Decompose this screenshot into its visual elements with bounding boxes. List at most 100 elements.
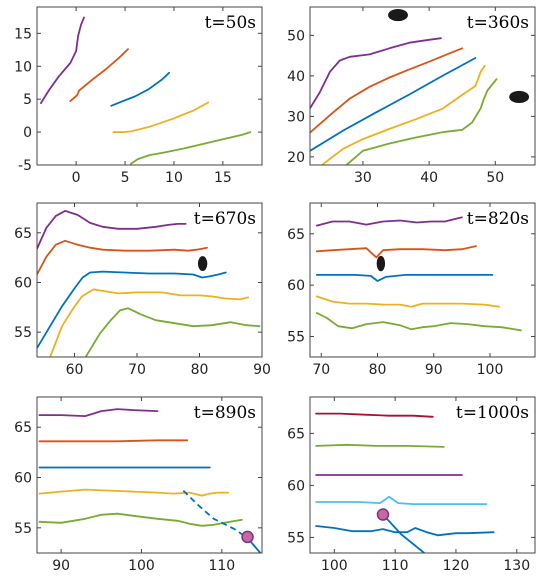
y-tick-label: 65 — [14, 226, 32, 242]
x-tick-label: 60 — [66, 362, 84, 378]
y-tick-label: -5 — [18, 158, 32, 174]
series-line-purple — [315, 216, 463, 227]
y-tick-label: 65 — [287, 426, 305, 442]
x-tick-label: 50 — [486, 170, 504, 186]
series-line-blue — [110, 71, 171, 107]
time-label: t=670s — [194, 209, 256, 229]
y-tick-label: 55 — [14, 521, 32, 537]
y-tick-label: 60 — [14, 275, 32, 291]
x-tick-label: 110 — [208, 558, 235, 574]
axis-frame — [309, 396, 536, 554]
y-tick-label: 5 — [23, 92, 32, 108]
y-tick-label: 40 — [287, 69, 305, 85]
plot-area — [37, 209, 261, 357]
series-line-yellow — [112, 101, 210, 134]
series-line-orange — [38, 439, 189, 443]
series-line-purple — [40, 16, 85, 104]
series-line-orange — [315, 245, 477, 259]
series-line-green — [345, 78, 498, 165]
y-tick-label: 50 — [287, 28, 305, 44]
x-tick-label: 40 — [420, 170, 438, 186]
series-line-blue — [315, 525, 495, 537]
series-line-green — [315, 443, 445, 448]
series-line-blue — [315, 273, 494, 282]
series-line-orange — [37, 239, 208, 276]
x-tick-label: 5 — [121, 170, 130, 186]
series-line-purple — [38, 408, 159, 418]
x-tick-label: 80 — [191, 362, 209, 378]
series-line-orange — [310, 47, 464, 134]
series-line-yellow — [315, 295, 500, 308]
axis-frame — [309, 202, 536, 358]
vehicle-marker-1 — [241, 530, 254, 544]
x-tick-label: 0 — [72, 170, 81, 186]
axis-frame — [36, 6, 263, 166]
y-tick-label: 55 — [14, 325, 32, 341]
series-line-blue — [310, 57, 477, 152]
x-tick-label: 30 — [354, 170, 372, 186]
y-tick-label: 20 — [287, 150, 305, 166]
plot-area — [310, 9, 530, 165]
time-label: t=890s — [194, 403, 256, 423]
x-tick-label: 120 — [443, 558, 470, 574]
series-line-green — [84, 307, 261, 357]
y-tick-label: 55 — [287, 329, 305, 345]
y-tick-label: 0 — [23, 125, 32, 141]
panel-3: 60 70 80 90 55 60 65 t=670s — [14, 202, 271, 378]
series-line-green — [129, 131, 252, 165]
x-tick-label: 100 — [321, 558, 348, 574]
x-tick-label: 70 — [312, 362, 330, 378]
series-line-yellow — [49, 288, 250, 357]
obstacle-1 — [388, 9, 408, 22]
axis-frame — [36, 396, 263, 554]
y-tick-label: 60 — [287, 478, 305, 494]
plot-area — [315, 216, 522, 332]
time-label: t=820s — [467, 209, 529, 229]
plot-area — [38, 408, 262, 553]
x-tick-label: 10 — [165, 170, 183, 186]
x-tick-label: 90 — [253, 362, 271, 378]
y-tick-label: 10 — [14, 59, 32, 75]
axis-frame — [36, 202, 263, 358]
y-tick-label: 15 — [14, 26, 32, 42]
x-tick-label: 110 — [382, 558, 409, 574]
series-line-yellow — [38, 488, 230, 497]
y-tick-label: 55 — [287, 530, 305, 546]
series-line-green — [315, 311, 522, 332]
y-tick-label: 60 — [287, 278, 305, 294]
plot-area — [315, 412, 495, 553]
x-tick-label: 100 — [477, 362, 504, 378]
x-tick-label: 130 — [503, 558, 530, 574]
planned-path-dashed — [182, 489, 249, 539]
series-line-blue — [37, 270, 227, 350]
obstacle-2 — [509, 90, 530, 104]
y-tick-label: 65 — [14, 420, 32, 436]
obstacle-1 — [197, 256, 208, 272]
time-label: t=1000s — [456, 403, 529, 423]
obstacle-1 — [376, 255, 386, 272]
x-tick-label: 90 — [425, 362, 443, 378]
x-tick-label: 90 — [52, 558, 70, 574]
panel-1: 0 5 10 15 -5 0 5 10 15 t=50s — [14, 6, 263, 186]
y-tick-label: 60 — [14, 471, 32, 487]
series-line-red — [315, 412, 434, 418]
time-label: t=50s — [205, 13, 256, 33]
series-line-yellow — [320, 64, 486, 165]
y-tick-label: 30 — [287, 109, 305, 125]
x-tick-label: 70 — [128, 362, 146, 378]
x-tick-label: 80 — [369, 362, 387, 378]
series-line-purple — [37, 209, 187, 250]
vehicle-marker-1 — [376, 508, 390, 521]
x-tick-label: 100 — [128, 558, 155, 574]
y-tick-label: 65 — [287, 227, 305, 243]
panel-2: 30 40 50 20 30 40 50 t=360s — [287, 6, 536, 186]
panel-5: 90 100 110 55 60 65 t=890s — [14, 396, 263, 574]
intruder-path — [382, 513, 425, 553]
panel-4: 70 80 90 100 55 60 65 t=820s — [287, 202, 536, 378]
axis-frame — [309, 6, 536, 166]
series-line-orange — [69, 48, 129, 102]
series-line-cyan — [315, 495, 488, 506]
plot-area — [40, 16, 252, 165]
series-line-green — [38, 512, 243, 527]
